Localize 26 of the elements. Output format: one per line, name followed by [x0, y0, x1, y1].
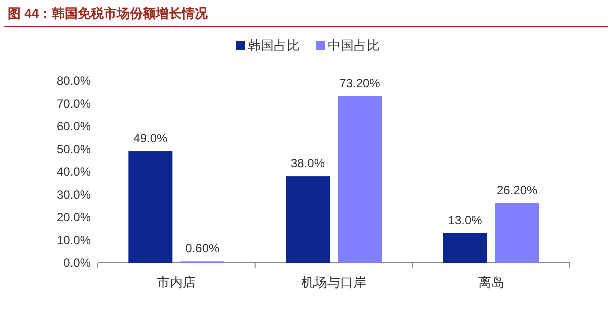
data-label: 73.20%	[340, 76, 381, 90]
y-tick-label: 0.0%	[64, 256, 92, 270]
y-tick-label: 10.0%	[56, 233, 92, 248]
data-label: 26.20%	[496, 183, 538, 198]
bar	[128, 152, 173, 263]
x-tick-label: 市内店	[157, 275, 196, 290]
bar	[286, 176, 330, 263]
y-tick-label: 80.0%	[56, 74, 92, 88]
x-tick-label: 离岛	[478, 275, 504, 290]
y-tick-label: 60.0%	[56, 120, 92, 134]
bar	[338, 96, 382, 263]
y-tick-label: 50.0%	[56, 142, 92, 156]
y-tick-label: 70.0%	[56, 96, 92, 111]
bar	[443, 233, 488, 263]
legend-label: 中国占比	[328, 38, 380, 53]
data-label: 38.0%	[290, 156, 326, 171]
y-tick-label: 40.0%	[56, 165, 92, 179]
chart-title: 图 44：韩国免税市场份额增长情况	[8, 6, 210, 21]
x-tick-label: 机场与口岸	[302, 275, 366, 290]
legend-label: 韩国占比	[248, 38, 300, 53]
data-label: 13.0%	[448, 213, 483, 228]
data-label: 49.0%	[134, 132, 168, 146]
y-tick-label: 20.0%	[56, 210, 92, 224]
data-label: 0.60%	[186, 242, 220, 256]
y-tick-label: 30.0%	[56, 188, 92, 202]
bar	[495, 203, 540, 263]
